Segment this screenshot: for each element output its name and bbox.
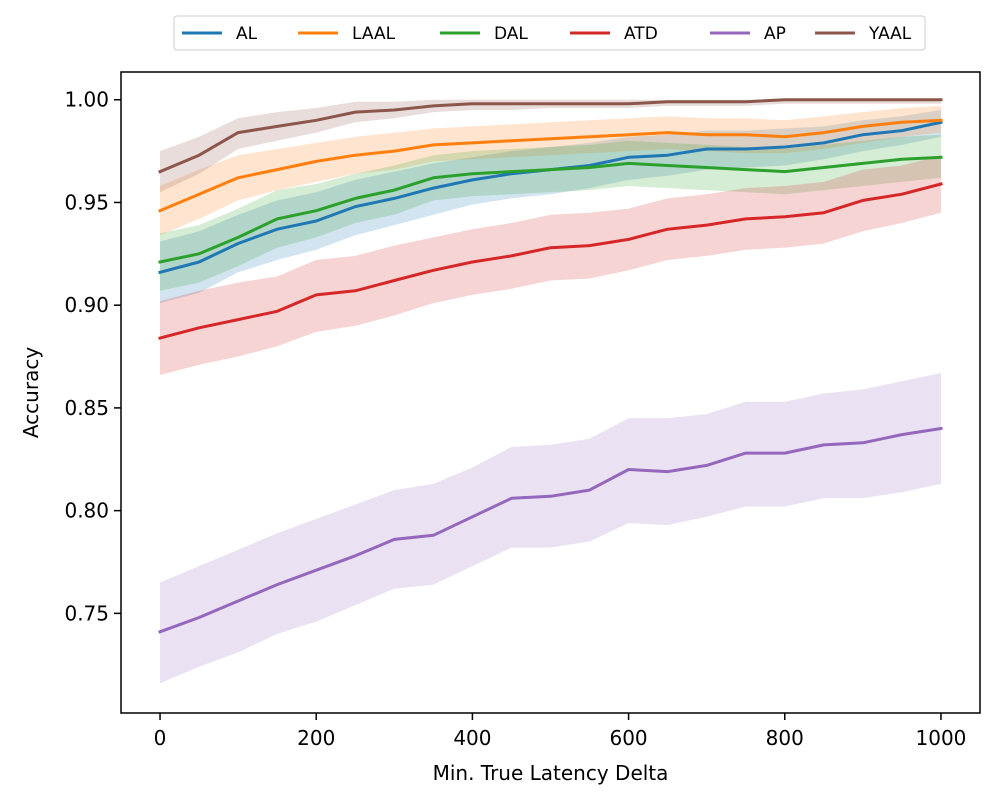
x-tick-label: 600 — [609, 726, 647, 750]
legend: AL LAAL DAL ATD AP YAAL — [173, 15, 926, 51]
y-axis-label: Accuracy — [19, 347, 43, 438]
band-ap — [160, 373, 941, 684]
legend-box — [173, 15, 926, 51]
y-tick-label: 0.75 — [64, 601, 109, 625]
y-axis-ticks: 0.75 0.80 0.85 0.90 0.95 1.00 — [64, 88, 121, 625]
band-laal — [160, 105, 941, 236]
x-tick-label: 200 — [297, 726, 335, 750]
x-axis-label: Min. True Latency Delta — [433, 761, 669, 785]
legend-label-ap: AP — [764, 24, 786, 44]
series-lines — [158, 98, 943, 634]
plot-frame — [120, 71, 981, 714]
legend-label-dal: DAL — [494, 24, 528, 44]
x-tick-label: 800 — [766, 726, 804, 750]
legend-label-laal: LAAL — [352, 24, 396, 44]
confidence-bands — [160, 99, 941, 684]
legend-label-al: AL — [236, 24, 258, 44]
y-tick-label: 0.85 — [64, 396, 109, 420]
y-tick-label: 0.80 — [64, 499, 109, 523]
x-tick-label: 1000 — [916, 726, 967, 750]
legend-label-yaal: YAAL — [868, 24, 912, 44]
x-tick-label: 0 — [154, 726, 167, 750]
x-axis-ticks: 0 200 400 600 800 1000 — [154, 713, 967, 750]
band-al — [160, 110, 941, 304]
x-tick-label: 400 — [453, 726, 491, 750]
y-tick-label: 0.90 — [64, 293, 109, 317]
band-dal — [160, 134, 941, 291]
legend-label-atd: ATD — [624, 24, 658, 44]
band-atd — [160, 155, 941, 375]
y-tick-label: 1.00 — [64, 88, 109, 112]
y-tick-label: 0.95 — [64, 190, 109, 214]
